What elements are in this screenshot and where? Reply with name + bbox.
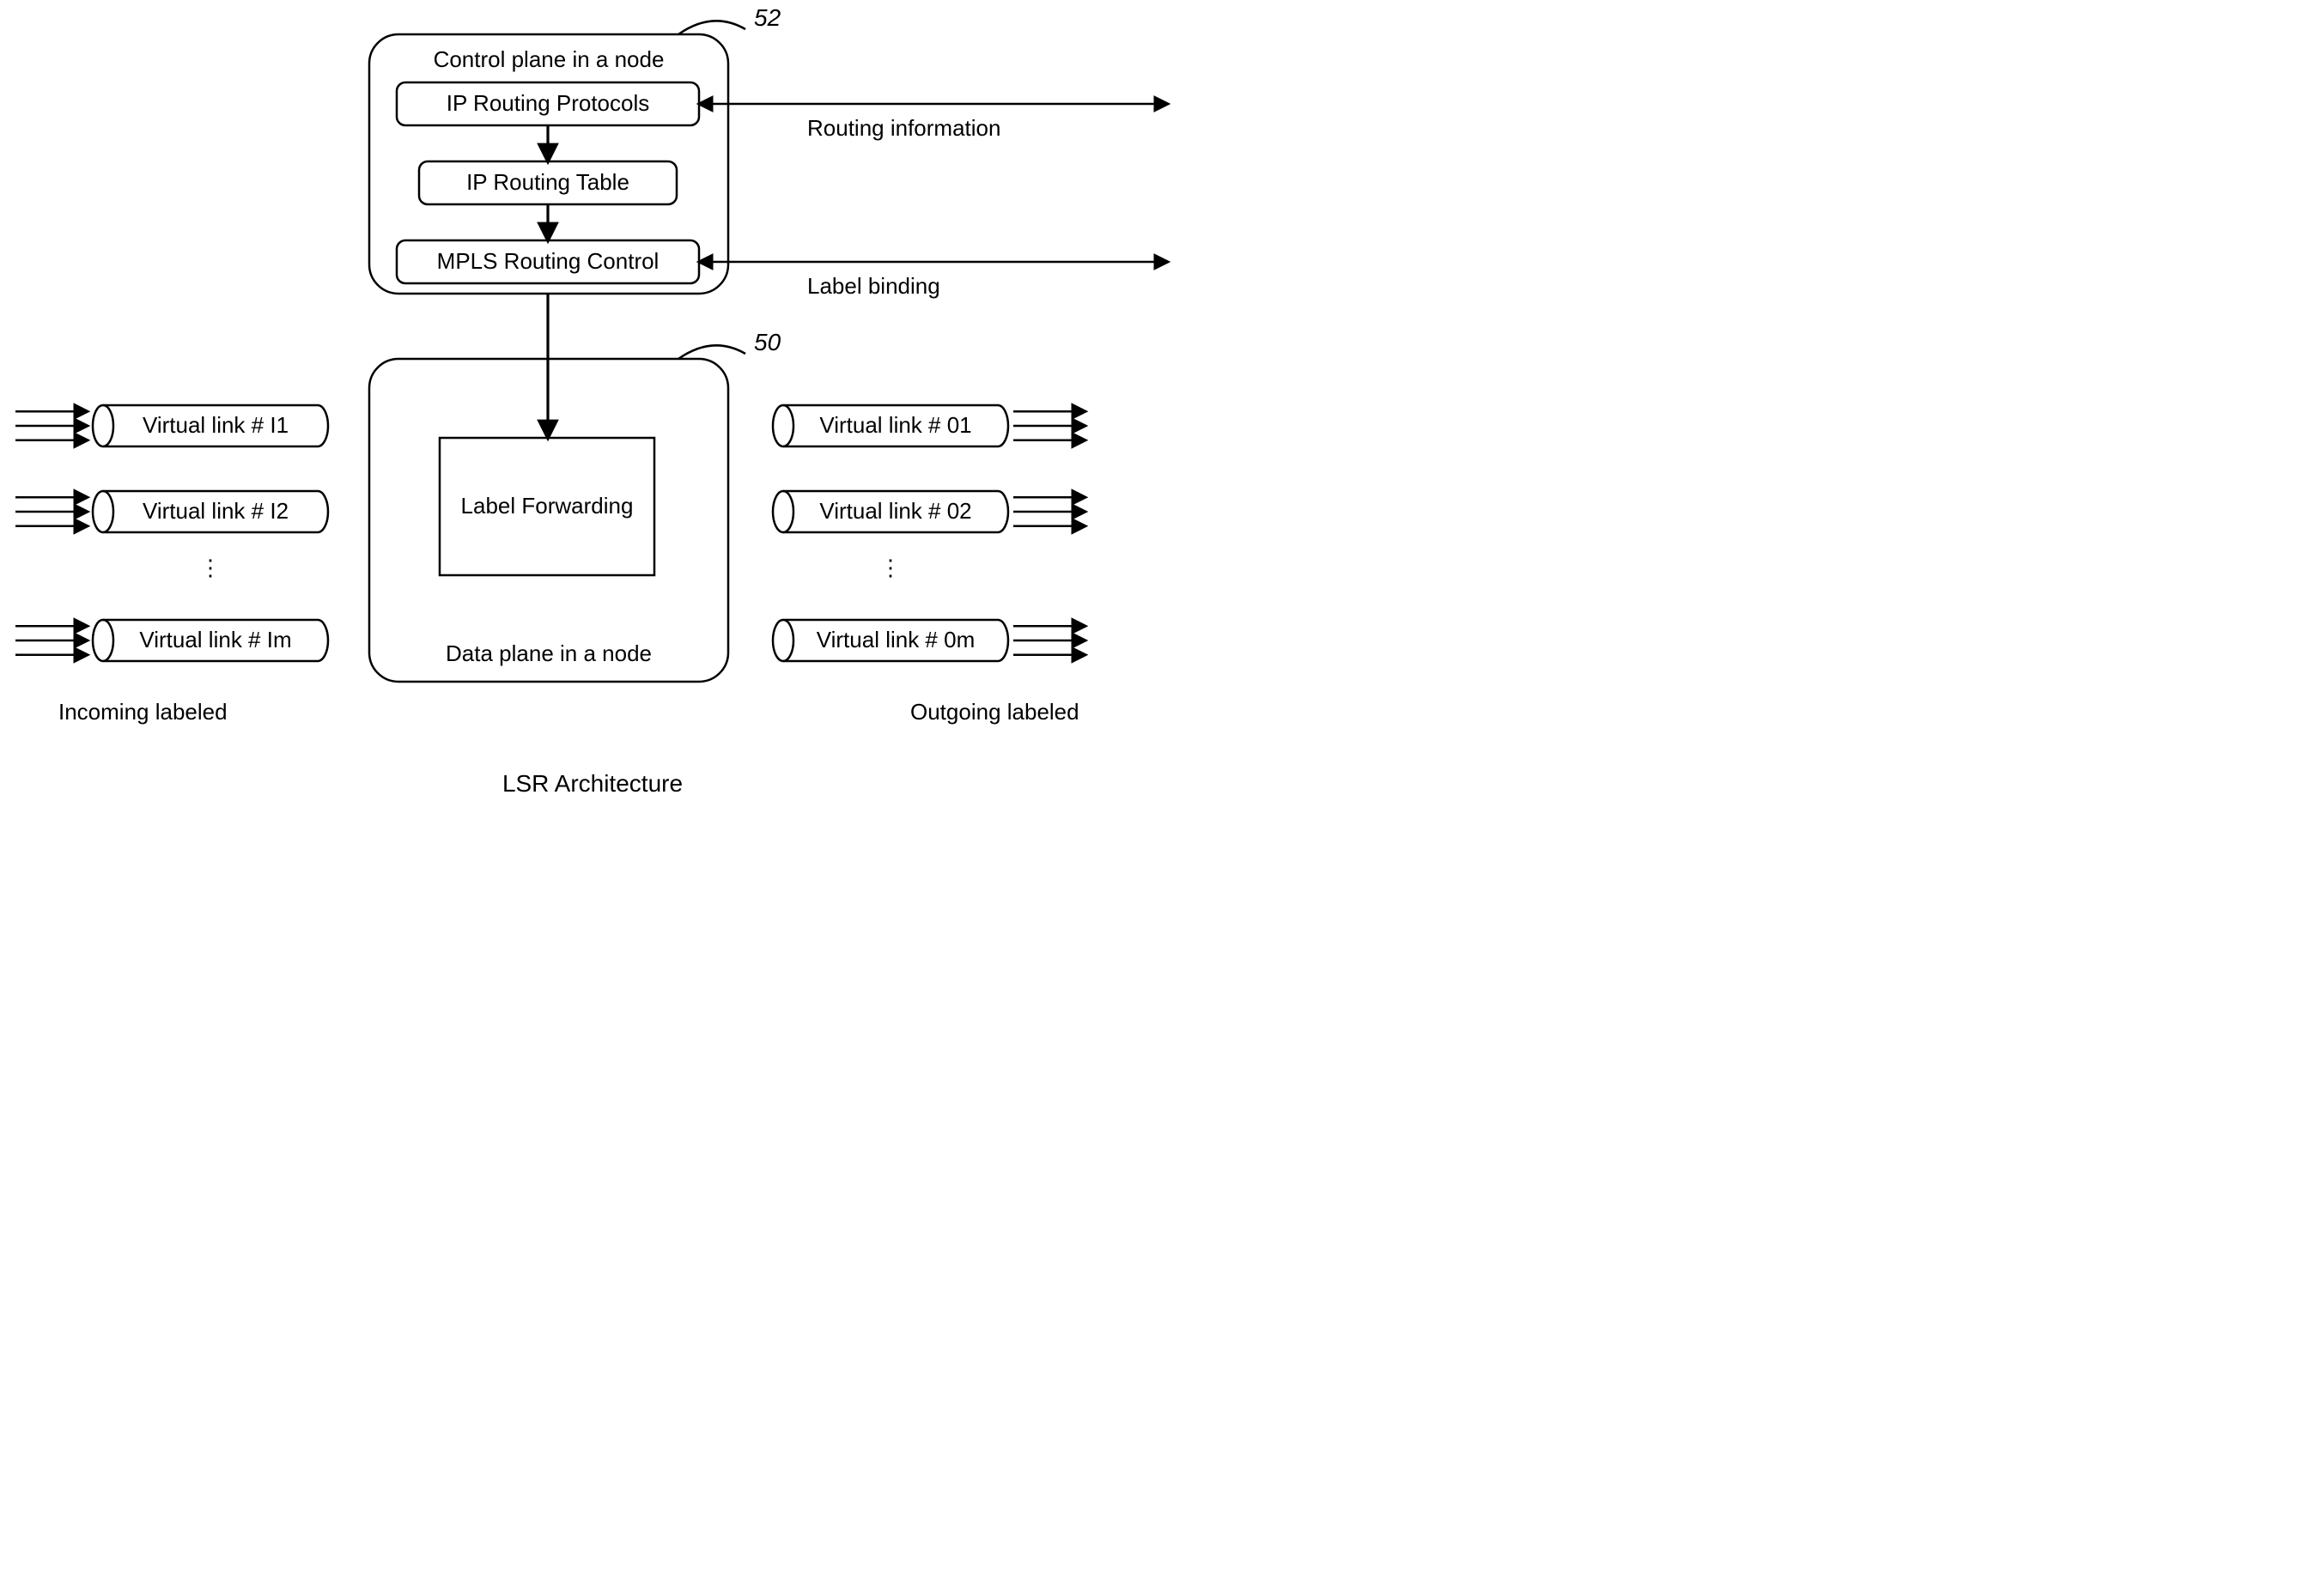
incoming-link-2-label: Virtual link # Im [139,627,291,652]
label-binding-label: Label binding [807,273,940,299]
outgoing-links-group: Virtual link # 01 Virtual link # 02 Virtua… [773,405,1085,661]
incoming-ellipsis: ⋮ [199,555,222,580]
incoming-link-2: Virtual link # Im [15,620,328,661]
mpls-routing-control-label: MPLS Routing Control [437,248,660,274]
outgoing-link-2-label: Virtual link # 0m [817,627,976,652]
ref-50-pointer [678,345,745,359]
data-plane-title: Data plane in a node [446,640,652,666]
incoming-link-0: Virtual link # I1 [15,405,328,446]
incoming-caption: Incoming labeled [58,699,228,725]
incoming-link-1: Virtual link # I2 [15,491,328,532]
outgoing-link-0: Virtual link # 01 [773,405,1085,446]
incoming-link-0-label: Virtual link # I1 [143,412,289,438]
outgoing-link-1: Virtual link # 02 [773,491,1085,532]
outgoing-link-1-label: Virtual link # 02 [819,498,971,524]
ref-52-pointer [678,21,745,34]
outgoing-link-0-label: Virtual link # 01 [819,412,971,438]
outgoing-caption: Outgoing labeled [910,699,1079,725]
ref-52-label: 52 [754,4,781,31]
label-forwarding-label: Label Forwarding [461,493,634,519]
ip-routing-protocols-label: IP Routing Protocols [447,90,650,116]
incoming-links-group: Virtual link # I1 Virtual link # I2 Virtua… [15,405,328,661]
outgoing-ellipsis: ⋮ [879,555,902,580]
incoming-link-1-label: Virtual link # I2 [143,498,289,524]
lsr-architecture-diagram: Control plane in a node IP Routing Proto… [0,0,1185,824]
control-plane-title: Control plane in a node [434,46,665,72]
figure-caption: LSR Architecture [502,770,683,797]
ip-routing-table-label: IP Routing Table [466,169,629,195]
outgoing-link-2: Virtual link # 0m [773,620,1085,661]
ref-50-label: 50 [754,329,781,355]
routing-information-label: Routing information [807,115,1000,141]
